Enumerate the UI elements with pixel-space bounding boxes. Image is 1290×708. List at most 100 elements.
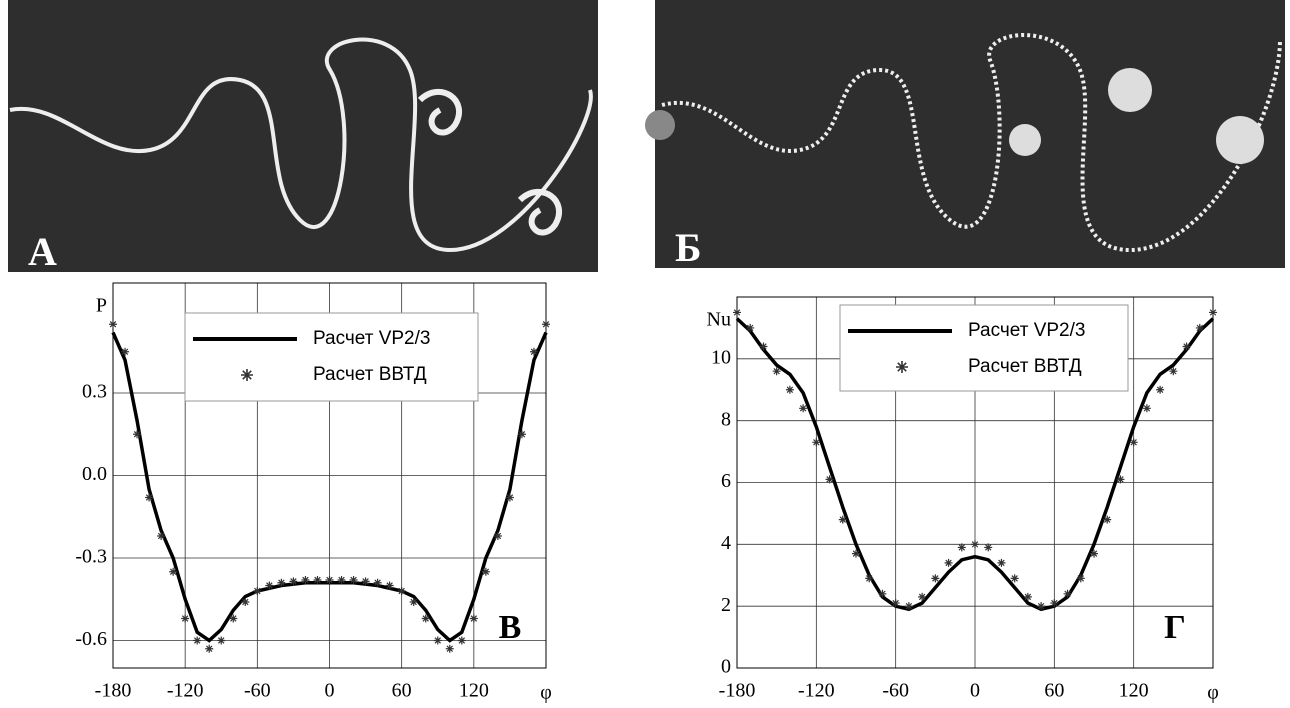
- legend-label: Расчет ВВТД: [313, 364, 427, 385]
- plot-frame: [112, 282, 547, 669]
- asterisk-point: [457, 636, 466, 645]
- legend-swatch: [241, 369, 253, 381]
- asterisk-point: [265, 581, 274, 590]
- asterisk-point: [193, 636, 202, 645]
- asterisk-point: [931, 574, 940, 583]
- y-tick-label: -0.6: [75, 628, 107, 650]
- asterisk-point: [891, 599, 900, 608]
- asterisk-point: [109, 320, 117, 329]
- asterisk-point: [1182, 342, 1191, 351]
- asterisk-point: [838, 515, 847, 524]
- asterisk-point: [121, 347, 130, 356]
- x-axis-label: φ: [540, 682, 552, 704]
- asterisk-point: [325, 576, 334, 584]
- x-tick-label: -180: [719, 680, 756, 702]
- asterisk-point: [301, 576, 310, 584]
- x-tick-label: -180: [95, 680, 132, 702]
- panel-annotation: В: [499, 609, 522, 646]
- y-tick-label: 0.0: [82, 463, 107, 485]
- asterisk-point: [445, 644, 454, 653]
- x-tick-label: 60: [392, 680, 412, 702]
- asterisk-point: [181, 614, 190, 623]
- asterisk-point: [865, 574, 874, 583]
- asterisk-point: [746, 323, 755, 332]
- asterisk-point: [517, 430, 526, 439]
- asterisk-point: [733, 308, 741, 317]
- asterisk-point: [812, 438, 821, 447]
- flow-image-a: А: [8, 0, 598, 274]
- asterisk-point: [852, 549, 860, 558]
- asterisk-point: [493, 532, 502, 540]
- asterisk-point: [157, 532, 166, 540]
- y-tick-label: 0: [721, 656, 731, 678]
- asterisk-point: [145, 493, 154, 502]
- asterisk-point: [904, 602, 913, 611]
- x-tick-label: 120: [459, 680, 489, 702]
- asterisk-point: [373, 578, 382, 587]
- asterisk-point: [349, 576, 358, 584]
- asterisk-point: [505, 493, 514, 502]
- asterisk-point: [1010, 574, 1019, 583]
- asterisk-point: [1129, 438, 1138, 447]
- legend-label: Расчет VP2/3: [968, 320, 1085, 341]
- asterisk-point: [957, 543, 966, 552]
- x-tick-label: -120: [798, 680, 835, 702]
- asterisk-point: [918, 592, 927, 601]
- asterisk-point: [469, 614, 478, 623]
- asterisk-point: [542, 320, 550, 329]
- asterisk-point: [878, 589, 887, 598]
- asterisk-point: [1050, 599, 1059, 608]
- x-tick-label: -60: [244, 680, 271, 702]
- plot-frame: [736, 296, 1214, 669]
- asterisk-point: [799, 404, 808, 413]
- asterisk-point: [361, 577, 370, 586]
- asterisk-point: [1023, 592, 1032, 601]
- asterisk-point: [1063, 589, 1072, 598]
- image-label: Б: [675, 225, 701, 270]
- chart: -0.6 -0.3 0.0 0.3 -180 -120 -60 0 60 120 φ P Расчет …: [75, 282, 552, 704]
- asterisk-point: [825, 475, 834, 484]
- panel-annotation: Г: [1164, 609, 1186, 646]
- legend-box: [184, 312, 479, 402]
- legend-box: [839, 304, 1129, 392]
- asterisk-point: [421, 614, 430, 623]
- asterisk-point: [253, 587, 262, 595]
- asterisk-point: [385, 581, 394, 590]
- line: [735, 317, 1215, 612]
- asterisk-point: [772, 367, 781, 376]
- x-tick-label: 60: [1044, 680, 1064, 702]
- asterisk-point: [313, 576, 322, 584]
- asterisk-point: [944, 558, 953, 567]
- asterisk-point: [785, 385, 794, 394]
- x-tick-label: 0: [325, 680, 335, 702]
- y-tick-label: 2: [721, 594, 731, 616]
- asterisk-point: [1116, 475, 1125, 484]
- y-tick-label: -0.3: [75, 546, 107, 568]
- y-tick-label: 8: [721, 408, 731, 430]
- asterisk-point: [1195, 323, 1204, 332]
- y-axis-label: P: [96, 295, 107, 317]
- x-tick-label: 0: [970, 680, 980, 702]
- x-tick-label: -120: [167, 680, 204, 702]
- asterisk-point: [205, 644, 214, 653]
- y-tick-label: 0.3: [82, 381, 107, 403]
- asterisk-point: [1103, 515, 1112, 524]
- asterisk-point: [217, 636, 226, 645]
- asterisk-point: [397, 587, 406, 595]
- y-axis-label: Nu: [707, 309, 731, 331]
- asterisk-point: [169, 567, 178, 576]
- asterisk-point: [229, 614, 238, 623]
- asterisk-point: [277, 578, 286, 587]
- asterisk-point: [1037, 602, 1046, 611]
- asterisk-point: [529, 347, 538, 356]
- asterisk-point: [1076, 574, 1085, 583]
- x-axis-label: φ: [1207, 682, 1219, 704]
- asterisk-point: [433, 636, 442, 645]
- y-tick-label: 6: [721, 470, 731, 492]
- legend-label: Расчет VP2/3: [313, 328, 430, 349]
- x-tick-label: 120: [1119, 680, 1149, 702]
- legend-label: Расчет ВВТД: [968, 356, 1082, 377]
- asterisk-point: [409, 598, 418, 606]
